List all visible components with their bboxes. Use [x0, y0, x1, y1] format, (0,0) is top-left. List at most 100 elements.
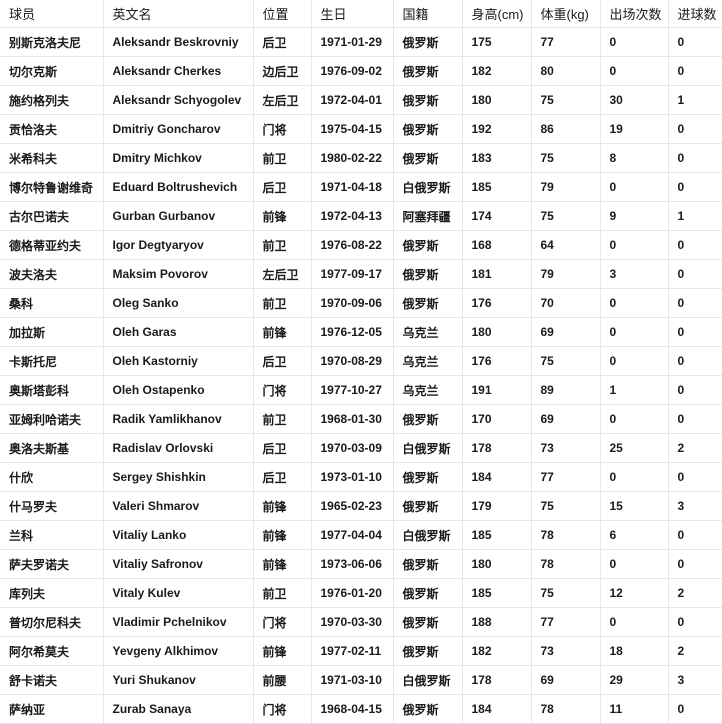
cell-nationality: 俄罗斯 — [393, 230, 463, 260]
cell-position: 后卫 — [253, 346, 312, 376]
cell-position: 前卫 — [253, 404, 312, 434]
cell-player: 别斯克洛夫尼 — [0, 27, 104, 57]
cell-weight: 75 — [531, 143, 601, 173]
cell-height: 182 — [462, 56, 532, 86]
cell-nationality: 俄罗斯 — [393, 549, 463, 579]
cell-height: 179 — [462, 491, 532, 521]
table-row: 波夫洛夫 Maksim Povorov 左后卫 1977-09-17 俄罗斯 181 79 3… — [0, 259, 722, 289]
cell-goals: 0 — [668, 288, 722, 318]
cell-height: 192 — [462, 114, 532, 144]
cell-height: 181 — [462, 259, 532, 289]
cell-weight: 69 — [531, 665, 601, 695]
cell-goals: 0 — [668, 143, 722, 173]
table-row: 库列夫 Vitaly Kulev 前卫 1976-01-20 俄罗斯 185 75 12 2 — [0, 578, 722, 608]
cell-position: 门将 — [253, 114, 312, 144]
cell-appearances: 8 — [600, 143, 669, 173]
table-row: 博尔特鲁谢维奇 Eduard Boltrushevich 后卫 1971-04-18 白… — [0, 172, 722, 202]
cell-english-name: Dmitriy Goncharov — [103, 114, 254, 144]
cell-weight: 86 — [531, 114, 601, 144]
cell-weight: 77 — [531, 27, 601, 57]
cell-weight: 75 — [531, 491, 601, 521]
cell-nationality: 俄罗斯 — [393, 85, 463, 115]
cell-player: 卡斯托尼 — [0, 346, 104, 376]
cell-nationality: 白俄罗斯 — [393, 433, 463, 463]
column-header-birthday[interactable]: 生日 — [311, 0, 394, 28]
cell-height: 185 — [462, 172, 532, 202]
cell-position: 前卫 — [253, 143, 312, 173]
cell-player: 什欣 — [0, 462, 104, 492]
cell-position: 前锋 — [253, 317, 312, 347]
cell-height: 184 — [462, 694, 532, 724]
cell-english-name: Oleg Sanko — [103, 288, 254, 318]
cell-weight: 77 — [531, 462, 601, 492]
cell-weight: 69 — [531, 404, 601, 434]
cell-height: 185 — [462, 578, 532, 608]
cell-nationality: 白俄罗斯 — [393, 665, 463, 695]
cell-height: 191 — [462, 375, 532, 405]
column-header-player[interactable]: 球员 — [0, 0, 104, 28]
column-header-english-name[interactable]: 英文名 — [103, 0, 254, 28]
cell-height: 180 — [462, 85, 532, 115]
cell-height: 185 — [462, 520, 532, 550]
cell-weight: 75 — [531, 346, 601, 376]
cell-appearances: 0 — [600, 607, 669, 637]
cell-player: 什马罗夫 — [0, 491, 104, 521]
cell-appearances: 0 — [600, 549, 669, 579]
cell-height: 168 — [462, 230, 532, 260]
cell-birthday: 1972-04-01 — [311, 85, 394, 115]
cell-goals: 0 — [668, 375, 722, 405]
cell-birthday: 1977-04-04 — [311, 520, 394, 550]
cell-english-name: Radislav Orlovski — [103, 433, 254, 463]
cell-height: 170 — [462, 404, 532, 434]
cell-nationality: 白俄罗斯 — [393, 520, 463, 550]
cell-birthday: 1976-01-20 — [311, 578, 394, 608]
cell-english-name: Vitaly Kulev — [103, 578, 254, 608]
cell-english-name: Oleh Garas — [103, 317, 254, 347]
cell-goals: 3 — [668, 491, 722, 521]
table-row: 舒卡诺夫 Yuri Shukanov 前腰 1971-03-10 白俄罗斯 178 69 29… — [0, 665, 722, 695]
cell-nationality: 白俄罗斯 — [393, 172, 463, 202]
cell-player: 加拉斯 — [0, 317, 104, 347]
cell-player: 亚姆利哈诺夫 — [0, 404, 104, 434]
cell-player: 兰科 — [0, 520, 104, 550]
cell-goals: 0 — [668, 549, 722, 579]
cell-birthday: 1975-04-15 — [311, 114, 394, 144]
cell-goals: 2 — [668, 636, 722, 666]
header-row: 球员 英文名 位置 生日 国籍 身高(cm) 体重(kg) 出场次数 进球数 — [0, 0, 722, 28]
column-header-height[interactable]: 身高(cm) — [462, 0, 532, 28]
cell-player: 切尔克斯 — [0, 56, 104, 86]
cell-position: 后卫 — [253, 433, 312, 463]
cell-birthday: 1971-01-29 — [311, 27, 394, 57]
table-row: 切尔克斯 Aleksandr Cherkes 边后卫 1976-09-02 俄罗斯 182… — [0, 56, 722, 86]
cell-player: 桑科 — [0, 288, 104, 318]
column-header-position[interactable]: 位置 — [253, 0, 312, 28]
cell-english-name: Aleksandr Beskrovniy — [103, 27, 254, 57]
cell-nationality: 俄罗斯 — [393, 694, 463, 724]
cell-appearances: 3 — [600, 259, 669, 289]
column-header-nationality[interactable]: 国籍 — [393, 0, 463, 28]
cell-goals: 0 — [668, 317, 722, 347]
cell-goals: 1 — [668, 201, 722, 231]
cell-appearances: 11 — [600, 694, 669, 724]
table-row: 德格蒂亚约夫 Igor Degtyaryov 前卫 1976-08-22 俄罗斯 168 6… — [0, 230, 722, 260]
cell-nationality: 俄罗斯 — [393, 114, 463, 144]
cell-english-name: Gurban Gurbanov — [103, 201, 254, 231]
cell-position: 后卫 — [253, 172, 312, 202]
cell-weight: 75 — [531, 85, 601, 115]
column-header-appearances[interactable]: 出场次数 — [600, 0, 669, 28]
cell-player: 波夫洛夫 — [0, 259, 104, 289]
cell-weight: 78 — [531, 520, 601, 550]
column-header-weight[interactable]: 体重(kg) — [531, 0, 601, 28]
table-row: 萨纳亚 Zurab Sanaya 门将 1968-04-15 俄罗斯 184 78 11 0 — [0, 694, 722, 724]
cell-appearances: 30 — [600, 85, 669, 115]
cell-appearances: 19 — [600, 114, 669, 144]
cell-height: 175 — [462, 27, 532, 57]
table-row: 兰科 Vitaliy Lanko 前锋 1977-04-04 白俄罗斯 185 78 6 0 — [0, 520, 722, 550]
table-row: 萨夫罗诺夫 Vitaliy Safronov 前锋 1973-06-06 俄罗斯 180 7… — [0, 549, 722, 579]
column-header-goals[interactable]: 进球数 — [668, 0, 722, 28]
cell-appearances: 0 — [600, 462, 669, 492]
cell-birthday: 1971-04-18 — [311, 172, 394, 202]
cell-nationality: 俄罗斯 — [393, 607, 463, 637]
cell-height: 178 — [462, 665, 532, 695]
cell-birthday: 1970-09-06 — [311, 288, 394, 318]
